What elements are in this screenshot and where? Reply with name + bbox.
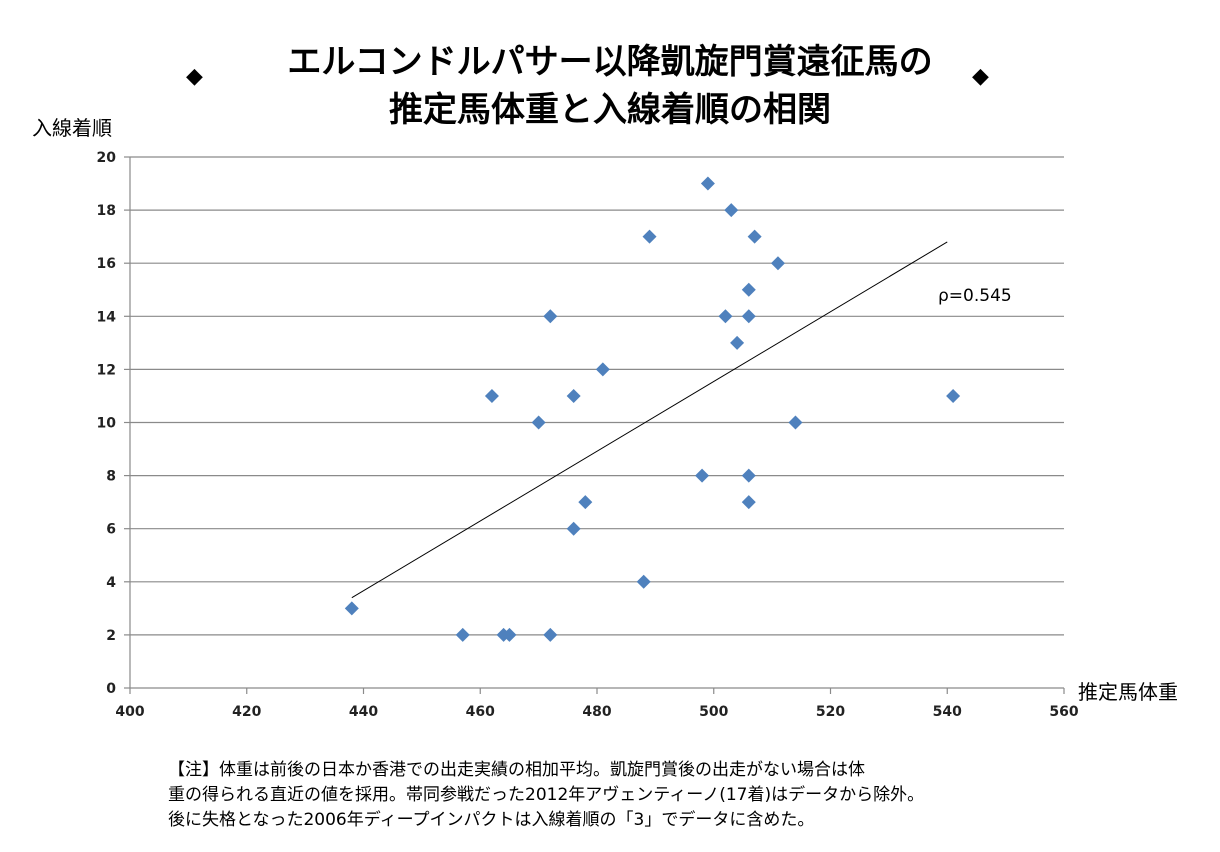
y-tick-label: 12 [97, 362, 116, 378]
data-point [788, 415, 803, 430]
x-tick-label: 420 [232, 704, 261, 720]
data-point [730, 335, 745, 350]
data-point [543, 309, 558, 324]
footnote-line1: 【注】体重は前後の日本か香港での出走実績の相加平均。凱旋門賞後の出走がない場合は… [168, 760, 865, 780]
y-tick-label: 16 [97, 256, 116, 272]
x-tick-label: 480 [582, 704, 611, 720]
y-tick-label: 8 [106, 469, 116, 485]
data-point [770, 256, 785, 271]
data-point [455, 627, 470, 642]
scatter-chart: 0 2 4 6 8 10 12 14 16 18 20 400 420 440 460 480 500 520 54… [97, 150, 1079, 720]
data-point [724, 203, 739, 218]
x-axis-title: 推定馬体重 [1078, 680, 1178, 704]
data-point [595, 362, 610, 377]
data-point [543, 627, 558, 642]
data-point [484, 388, 499, 403]
y-tick-label: 0 [106, 681, 116, 697]
y-axis-title: 入線着順 [32, 116, 112, 140]
x-tick-label: 400 [115, 704, 144, 720]
data-point [946, 388, 961, 403]
y-tick-label: 6 [106, 522, 116, 538]
footnote-line2: 重の得られる直近の値を採用。帯同参戦だった2012年アヴェンティーノ(17着)は… [168, 785, 925, 805]
axes [124, 156, 1065, 694]
x-tick-label: 520 [816, 704, 845, 720]
data-point [531, 415, 546, 430]
chart-title: エルコンドルパサー以降凱旋門賞遠征馬の 推定馬体重と入線着順の相関 [0, 38, 1220, 134]
chart-title-line1: エルコンドルパサー以降凱旋門賞遠征馬の [287, 42, 933, 82]
y-tick-label: 10 [97, 416, 117, 432]
y-tick-label: 4 [106, 575, 116, 591]
x-tick-label: 560 [1049, 704, 1078, 720]
correlation-label: ρ=0.545 [938, 286, 1012, 306]
title-diamond-left-icon: ◆ [186, 64, 203, 89]
trendline-group [351, 241, 948, 599]
title-diamond-right-icon: ◆ [972, 64, 989, 89]
data-point [700, 176, 715, 191]
data-point [578, 495, 593, 510]
data-point [502, 627, 517, 642]
data-points [344, 176, 961, 642]
y-tick-label: 14 [97, 309, 117, 325]
data-point [741, 468, 756, 483]
y-tick-label: 18 [97, 203, 116, 219]
x-tick-label: 460 [466, 704, 495, 720]
data-point [741, 495, 756, 510]
data-point [642, 229, 657, 244]
trendline [351, 241, 948, 599]
footnote: 【注】体重は前後の日本か香港での出走実績の相加平均。凱旋門賞後の出走がない場合は… [168, 758, 1168, 833]
y-tick-label: 2 [106, 628, 116, 644]
x-tick-label: 500 [699, 704, 728, 720]
data-point [747, 229, 762, 244]
x-tick-label: 440 [349, 704, 378, 720]
data-point [741, 309, 756, 324]
data-point [566, 388, 581, 403]
data-point [718, 309, 733, 324]
data-point [566, 521, 581, 536]
data-point [741, 282, 756, 297]
y-tick-label: 20 [97, 150, 117, 166]
footnote-line3: 後に失格となった2006年ディープインパクトは入線着順の「3」でデータに含めた。 [168, 810, 815, 830]
data-point [695, 468, 710, 483]
data-point [636, 574, 651, 589]
x-tick-label: 540 [933, 704, 962, 720]
grid-lines [130, 156, 1064, 636]
chart-title-line2: 推定馬体重と入線着順の相関 [389, 90, 831, 130]
tick-labels: 0 2 4 6 8 10 12 14 16 18 20 400 420 440 460 480 500 520 54… [97, 150, 1079, 720]
data-point [344, 601, 359, 616]
